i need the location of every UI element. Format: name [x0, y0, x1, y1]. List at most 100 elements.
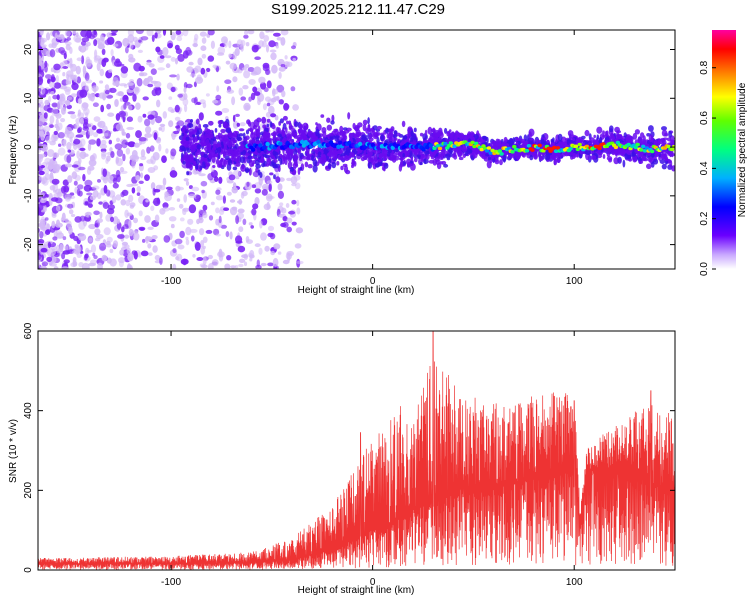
- noise-blob: [294, 182, 301, 190]
- noise-blob: [96, 62, 101, 72]
- noise-blob: [103, 227, 111, 236]
- signal-blob: [268, 149, 273, 154]
- noise-blob: [198, 173, 206, 177]
- noise-blob: [172, 263, 177, 269]
- noise-blob: [43, 112, 48, 119]
- signal-blob: [653, 158, 659, 165]
- noise-blob: [222, 195, 226, 204]
- noise-blob: [254, 243, 261, 248]
- noise-blob: [66, 70, 74, 77]
- signal-blob: [428, 159, 435, 164]
- noise-blob: [76, 150, 81, 159]
- signal-blob: [294, 121, 299, 127]
- noise-blob: [44, 60, 48, 68]
- y-tick-label: 0: [23, 567, 34, 573]
- ridge-mark: [283, 144, 288, 149]
- noise-blob: [145, 235, 149, 244]
- noise-blob: [292, 104, 299, 111]
- noise-blob: [87, 143, 92, 151]
- signal-blob: [188, 142, 195, 146]
- noise-blob: [59, 85, 68, 90]
- signal-blob: [200, 151, 204, 156]
- x-tick-label: 0: [370, 276, 376, 287]
- noise-blob: [147, 243, 152, 249]
- signal-blob: [345, 147, 351, 152]
- colorbar-gradient: [712, 30, 736, 269]
- noise-blob: [131, 159, 136, 169]
- signal-blob: [222, 151, 227, 157]
- signal-blob: [240, 164, 247, 172]
- signal-blob: [376, 125, 382, 130]
- signal-blob: [659, 159, 666, 165]
- signal-blob: [552, 137, 555, 143]
- noise-blob: [67, 149, 72, 153]
- noise-blob: [84, 85, 89, 91]
- signal-blob: [310, 133, 315, 139]
- noise-blob: [185, 226, 192, 236]
- noise-blob: [280, 222, 287, 228]
- signal-blob: [269, 172, 274, 176]
- signal-blob: [367, 124, 371, 130]
- noise-blob: [200, 45, 207, 51]
- signal-blob: [315, 128, 320, 137]
- noise-blob: [51, 197, 59, 202]
- signal-blob: [407, 149, 411, 153]
- noise-blob: [102, 57, 109, 63]
- noise-blob: [56, 94, 60, 101]
- noise-blob: [116, 63, 125, 67]
- noise-blob: [192, 254, 196, 258]
- ridge-mark: [265, 141, 270, 147]
- noise-blob: [232, 76, 238, 83]
- ridge-mark: [250, 147, 256, 152]
- noise-blob: [261, 183, 270, 191]
- noise-blob: [147, 167, 156, 173]
- signal-blob: [362, 136, 367, 141]
- signal-blob: [223, 135, 228, 142]
- noise-blob: [251, 184, 257, 189]
- noise-blob: [62, 236, 67, 241]
- noise-blob: [122, 37, 130, 47]
- noise-blob: [65, 41, 72, 46]
- noise-blob: [76, 76, 82, 84]
- noise-blob: [99, 211, 103, 219]
- noise-blob: [255, 264, 262, 269]
- noise-blob: [57, 132, 65, 139]
- signal-blob: [240, 151, 244, 156]
- signal-blob: [302, 122, 309, 131]
- signal-blob: [515, 138, 522, 142]
- noise-blob: [207, 254, 213, 260]
- noise-blob: [39, 219, 46, 224]
- signal-blob: [315, 122, 318, 126]
- noise-blob: [193, 43, 198, 48]
- noise-blob: [75, 37, 82, 43]
- noise-blob: [38, 76, 44, 85]
- noise-blob: [116, 218, 121, 224]
- signal-blob: [214, 176, 219, 183]
- noise-blob: [224, 79, 232, 84]
- noise-blob: [48, 43, 54, 48]
- noise-blob: [195, 195, 201, 200]
- noise-blob: [55, 118, 59, 126]
- noise-blob: [93, 131, 99, 138]
- noise-blob: [271, 64, 278, 74]
- signal-blob: [351, 161, 356, 165]
- signal-blob: [257, 169, 261, 176]
- ridge-mark: [546, 146, 551, 151]
- noise-blob: [235, 113, 240, 117]
- noise-blob: [236, 39, 243, 48]
- noise-blob: [68, 226, 73, 235]
- signal-blob: [668, 130, 673, 138]
- noise-blob: [99, 242, 107, 251]
- signal-blob: [208, 120, 214, 126]
- noise-blob: [123, 102, 127, 110]
- noise-blob: [44, 99, 50, 106]
- signal-blob: [389, 131, 394, 138]
- noise-blob: [53, 63, 61, 71]
- noise-blob: [104, 89, 110, 95]
- signal-blob: [254, 159, 260, 166]
- noise-blob: [244, 64, 250, 69]
- noise-blob: [52, 236, 58, 241]
- signal-blob: [260, 156, 265, 163]
- noise-blob: [79, 117, 85, 125]
- noise-blob: [150, 182, 156, 190]
